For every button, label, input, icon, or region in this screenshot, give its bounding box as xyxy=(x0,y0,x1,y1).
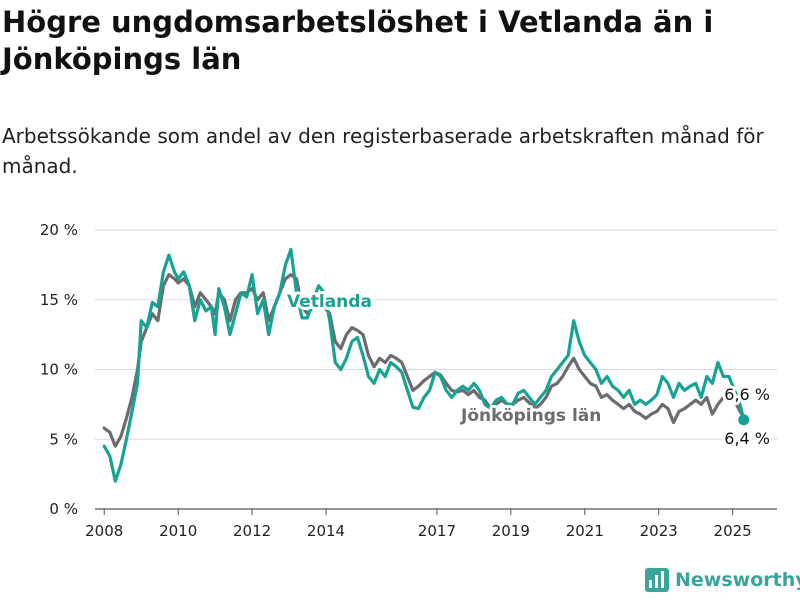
y-tick-label: 5 % xyxy=(49,430,78,448)
vetlanda-end-value: 6,4 % xyxy=(724,429,770,448)
jonkopings-lan-end-value: 6,6 % xyxy=(724,385,770,404)
x-tick-label: 2014 xyxy=(307,522,345,540)
vetlanda-end-marker xyxy=(738,414,750,426)
vetlanda-label-halo: Vetlanda xyxy=(287,292,372,312)
series-line-vetlanda xyxy=(102,247,746,483)
vetlanda-label: Vetlanda xyxy=(287,292,372,312)
jonkopings-lan-label-halo: Jönköpings län xyxy=(460,406,601,426)
newsworthy-bar-chart-icon xyxy=(645,568,669,592)
x-tick-label: 2012 xyxy=(233,522,271,540)
x-tick-label: 2017 xyxy=(418,522,456,540)
x-tick-label: 2025 xyxy=(714,522,752,540)
chart-series xyxy=(102,247,750,483)
x-tick-label: 2021 xyxy=(566,522,604,540)
y-tick-label: 20 % xyxy=(40,221,78,239)
newsworthy-logo[interactable]: Newsworthy xyxy=(645,568,800,592)
vetlanda-end-value-halo: 6,4 % xyxy=(724,429,770,448)
y-tick-label: 0 % xyxy=(49,500,78,518)
y-axis: 0 % 5 % 10 % 15 % 20 % xyxy=(40,221,78,518)
x-axis: 2008 2010 2012 2014 2017 2019 2021 2023 2025 xyxy=(85,509,752,540)
jonkopings-lan-end-value-halo: 6,6 % xyxy=(724,385,770,404)
jonkopings-lan-label: Jönköpings län xyxy=(460,406,601,426)
x-tick-label: 2010 xyxy=(159,522,197,540)
chart-grid xyxy=(95,229,777,510)
x-tick-label: 2023 xyxy=(640,522,678,540)
chart-title: Högre ungdomsarbetslöshet i Vetlanda än … xyxy=(2,5,714,76)
series-line-jonkopings-lan xyxy=(102,273,746,448)
y-tick-label: 15 % xyxy=(40,291,78,309)
x-tick-label: 2019 xyxy=(492,522,530,540)
x-tick-label: 2008 xyxy=(85,522,123,540)
chart-subtitle: Arbetssökande som andel av den registerb… xyxy=(2,124,764,178)
brand-name: Newsworthy xyxy=(675,569,800,591)
y-tick-label: 10 % xyxy=(40,361,78,379)
